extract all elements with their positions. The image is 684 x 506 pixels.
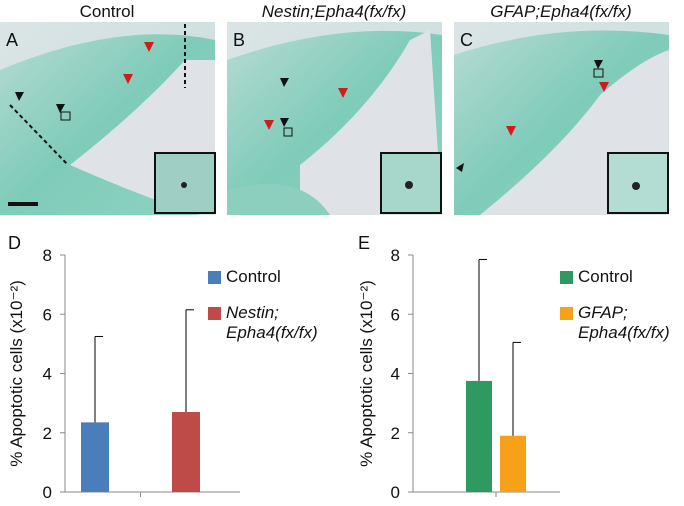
y-tick-label: 8 — [43, 246, 52, 265]
y-tick-label: 4 — [391, 365, 400, 384]
legend-label: Control — [578, 267, 633, 286]
legend-swatch — [208, 307, 221, 320]
bar — [500, 435, 526, 492]
bar — [81, 422, 109, 492]
panel-letter: C — [460, 30, 473, 50]
y-tick-label: 0 — [391, 483, 400, 502]
legend-label: GFAP; Epha4(fx/fx) — [578, 303, 670, 342]
panel-letter: A — [6, 30, 18, 50]
y-axis-label: % Apoptotic cells (x10⁻²) — [7, 280, 26, 467]
legend-swatch — [208, 271, 221, 284]
y-axis-label: % Apoptotic cells (x10⁻²) — [357, 280, 376, 467]
panel-title: GFAP;Epha4(fx/fx) — [490, 2, 631, 21]
legend-label: Nestin; Epha4(fx/fx) — [226, 303, 318, 342]
panel-letter: B — [233, 30, 245, 50]
y-tick-label: 0 — [43, 483, 52, 502]
panel-letter: E — [358, 233, 370, 253]
panel-letter: D — [8, 233, 21, 253]
legend-swatch — [560, 271, 573, 284]
legend-label: Control — [226, 267, 281, 286]
panel-title: Nestin;Epha4(fx/fx) — [262, 2, 407, 21]
y-tick-label: 6 — [391, 305, 400, 324]
panel-title: Control — [80, 2, 135, 21]
y-tick-label: 8 — [391, 246, 400, 265]
y-tick-label: 6 — [43, 305, 52, 324]
bar — [172, 412, 200, 492]
micrograph-a — [0, 22, 216, 215]
y-tick-label: 2 — [43, 424, 52, 443]
micrograph-c — [454, 22, 669, 215]
legend-swatch — [560, 307, 573, 320]
y-tick-label: 2 — [391, 424, 400, 443]
bar — [466, 380, 492, 492]
y-tick-label: 4 — [43, 365, 52, 384]
micrograph-b — [227, 22, 442, 215]
